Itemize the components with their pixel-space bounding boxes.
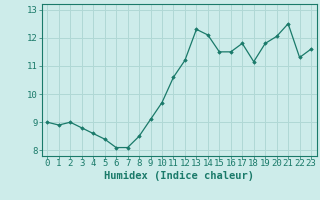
X-axis label: Humidex (Indice chaleur): Humidex (Indice chaleur) xyxy=(104,171,254,181)
